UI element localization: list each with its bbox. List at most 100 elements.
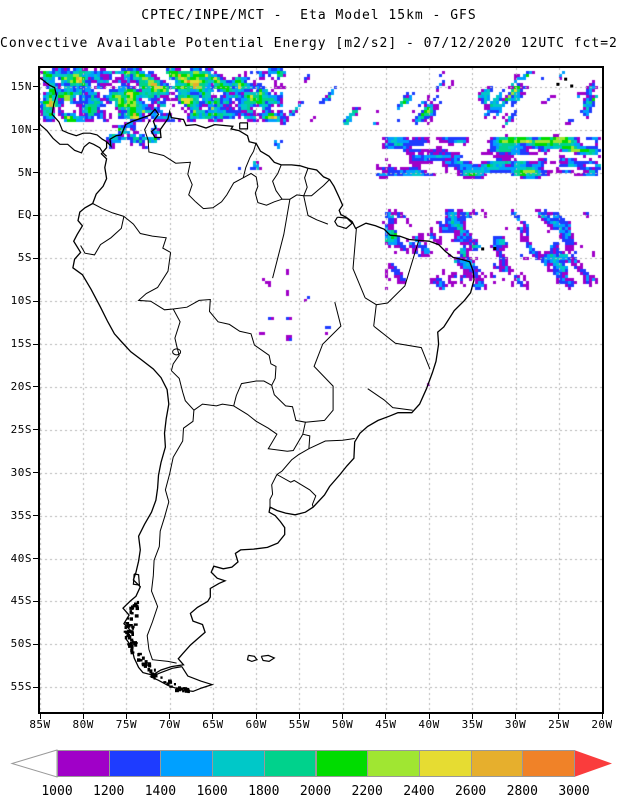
colorbar-tick-label: 2600 — [454, 784, 487, 799]
fjord-speckle — [134, 614, 139, 618]
fjord-speckle — [126, 633, 130, 638]
fjord-speckle — [139, 659, 143, 662]
country-border — [92, 203, 125, 217]
fjord-speckle — [131, 645, 134, 649]
lake-titicaca — [172, 348, 182, 356]
colorbar-cell — [57, 750, 110, 777]
lon-tick-label: 20W — [591, 718, 613, 731]
lon-tickmark — [298, 714, 300, 719]
lat-tickmark — [33, 86, 38, 88]
country-border — [272, 199, 291, 279]
colorbar-overflow-arrow — [574, 750, 612, 777]
island-dot — [481, 247, 485, 251]
coastline — [72, 108, 475, 676]
fjord-speckle — [129, 624, 133, 627]
fjord-speckle — [126, 623, 131, 628]
fjord-speckle — [135, 606, 139, 611]
colorbar: 1000 1200 1400 1600 1800 2000 2200 2400 2600 2800… — [0, 748, 618, 800]
fjord-speckle — [141, 662, 145, 665]
country-border — [373, 325, 431, 370]
fjord-speckle — [130, 641, 133, 645]
fjord-speckle — [130, 651, 133, 655]
fjord-speckle — [132, 604, 136, 608]
fjord-speckle — [169, 685, 173, 688]
fjord-speckle — [124, 626, 127, 629]
coastline-segment — [246, 654, 258, 663]
lat-tick-label: 55S — [10, 680, 32, 694]
country-border — [269, 474, 278, 508]
lat-tickmark — [33, 472, 38, 474]
fjord-speckle — [149, 669, 153, 674]
fjord-speckle — [131, 632, 134, 636]
island-dot — [556, 82, 560, 86]
fjord-speckle — [127, 643, 131, 646]
lat-tickmark — [33, 386, 38, 388]
country-border — [305, 301, 342, 423]
lat-tickmark — [33, 214, 38, 216]
lon-tick-label: 30W — [504, 718, 527, 731]
island-dot — [564, 77, 568, 81]
fjord-speckle — [153, 677, 156, 680]
fjord-speckle — [185, 687, 190, 691]
colorbar-tick-label: 1400 — [144, 784, 177, 799]
fjord-speckle — [130, 638, 134, 642]
colorbar-cell — [263, 750, 317, 777]
lon-tickmark — [255, 714, 257, 719]
fjord-speckle — [148, 662, 152, 667]
fjord-speckle — [182, 690, 185, 693]
colorbar-cell — [212, 750, 265, 777]
fjord-speckle — [141, 656, 145, 660]
colorbar-cell — [108, 750, 162, 777]
fjord-speckle — [129, 617, 133, 621]
fjord-speckle — [175, 689, 179, 693]
fjord-speckle — [127, 629, 130, 633]
lon-tickmark — [558, 714, 560, 719]
country-border — [233, 405, 304, 452]
fjord-speckle — [130, 612, 134, 615]
lat-tickmark — [33, 343, 38, 345]
country-border — [276, 474, 317, 508]
fjord-speckle — [144, 662, 148, 666]
fjord-speckle — [126, 617, 130, 620]
colorbar-tick-label: 2800 — [506, 784, 538, 799]
lon-tickmark — [515, 714, 517, 719]
fjord-speckle — [168, 679, 172, 683]
fjord-speckle — [166, 682, 170, 686]
fjord-speckle — [144, 660, 148, 664]
lat-tickmark — [33, 686, 38, 688]
lon-tick-label: 60W — [245, 718, 267, 731]
country-border — [233, 380, 272, 407]
lon-tickmark — [169, 714, 171, 719]
map-overlay — [40, 77, 574, 694]
fjord-speckle — [132, 651, 135, 654]
country-border — [195, 172, 330, 210]
lat-tickmark — [33, 129, 38, 131]
colorbar-tick-label: 2000 — [299, 784, 332, 799]
fjord-speckle — [128, 630, 133, 633]
lat-tickmark — [33, 600, 38, 602]
country-border — [364, 297, 377, 306]
country-border — [373, 240, 420, 327]
lon-tickmark — [342, 714, 344, 719]
fjord-speckle — [131, 640, 134, 644]
lon-tickmark — [82, 714, 84, 719]
country-border — [137, 252, 174, 311]
colorbar-cell — [160, 750, 214, 777]
fjord-speckle — [178, 687, 182, 692]
colorbar-underflow-arrow — [10, 749, 58, 778]
lat-tick-label: 10S — [10, 294, 32, 308]
country-border — [303, 168, 309, 196]
lon-tick-label: 85W — [29, 718, 51, 731]
lat-tick-label: 20S — [10, 379, 32, 393]
coastline-segment — [334, 216, 353, 230]
country-border — [173, 298, 277, 386]
lon-tickmark — [212, 714, 214, 719]
country-border — [144, 120, 196, 203]
fjord-speckle — [182, 687, 186, 690]
fjord-speckle — [129, 606, 134, 610]
lon-tick-label: 75W — [115, 718, 138, 731]
lon-tickmark — [39, 714, 41, 719]
fjord-speckle — [137, 652, 142, 656]
lon-tick-label: 35W — [461, 718, 483, 731]
